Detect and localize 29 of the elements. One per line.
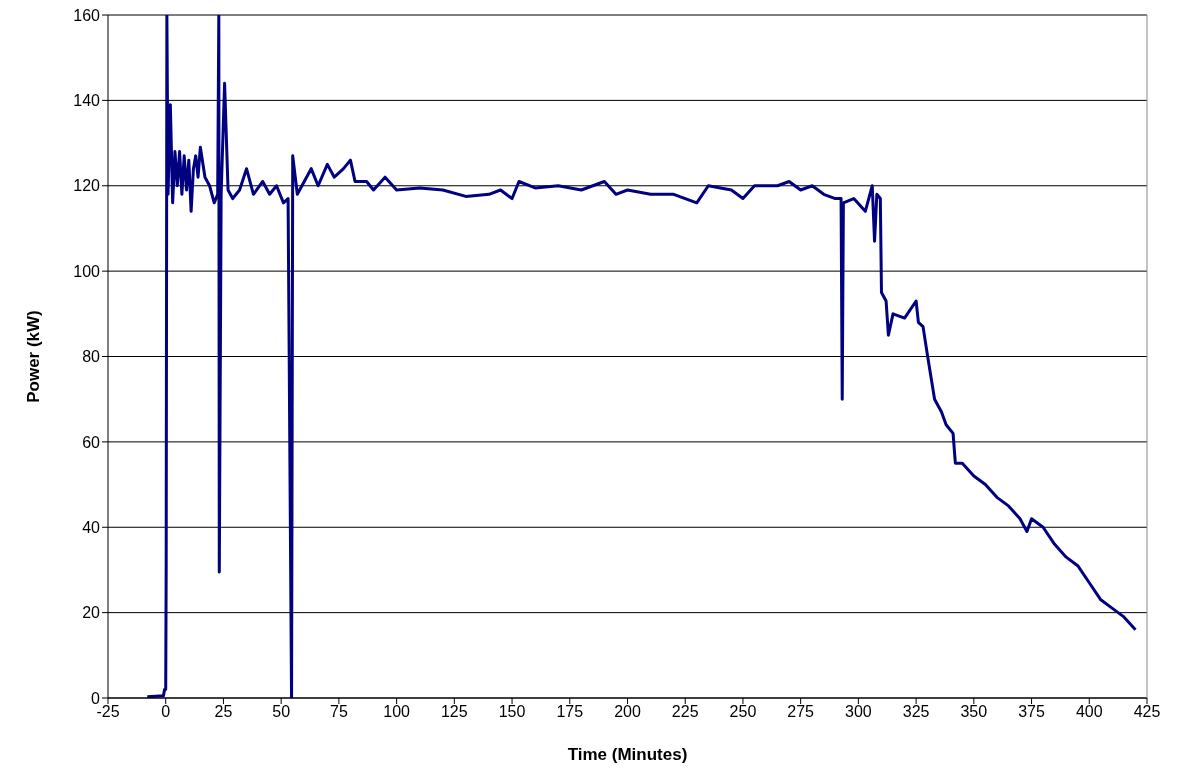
x-tick-label: 200 xyxy=(614,703,641,721)
x-tick-label: 125 xyxy=(440,703,468,721)
line-series xyxy=(145,15,1137,698)
y-tick-label: 80 xyxy=(82,348,101,366)
x-tick-label: 350 xyxy=(960,703,988,721)
x-tick-label: 25 xyxy=(214,703,233,721)
y-tick-label: 100 xyxy=(73,262,101,280)
x-tick-label: 325 xyxy=(902,703,930,721)
x-tick-label: 225 xyxy=(671,703,699,721)
y-tick-label: 140 xyxy=(73,92,101,110)
y-tick-label: 160 xyxy=(73,6,101,24)
x-tick-label: 175 xyxy=(556,703,584,721)
x-tick-label: 0 xyxy=(161,703,171,721)
x-tick-label: 250 xyxy=(729,703,757,721)
x-tick-label: 275 xyxy=(787,703,815,721)
x-tick-label: 150 xyxy=(498,703,526,721)
y-tick-label: 60 xyxy=(82,433,101,451)
x-tick-label: 300 xyxy=(845,703,872,721)
x-tick-label: 375 xyxy=(1018,703,1045,721)
x-axis-title: Time (Minutes) xyxy=(567,745,688,764)
y-tick-label: 120 xyxy=(73,177,101,195)
x-tick-label: 425 xyxy=(1133,703,1161,721)
y-axis-title: Power (kW) xyxy=(24,310,44,403)
x-tick-label: 75 xyxy=(329,703,348,721)
x-tick-label: 100 xyxy=(383,703,411,721)
x-tick-label: 50 xyxy=(272,703,291,721)
y-tick-label: 40 xyxy=(82,518,101,536)
y-tick-label: 20 xyxy=(82,604,101,622)
x-tick-label: 400 xyxy=(1075,703,1103,721)
